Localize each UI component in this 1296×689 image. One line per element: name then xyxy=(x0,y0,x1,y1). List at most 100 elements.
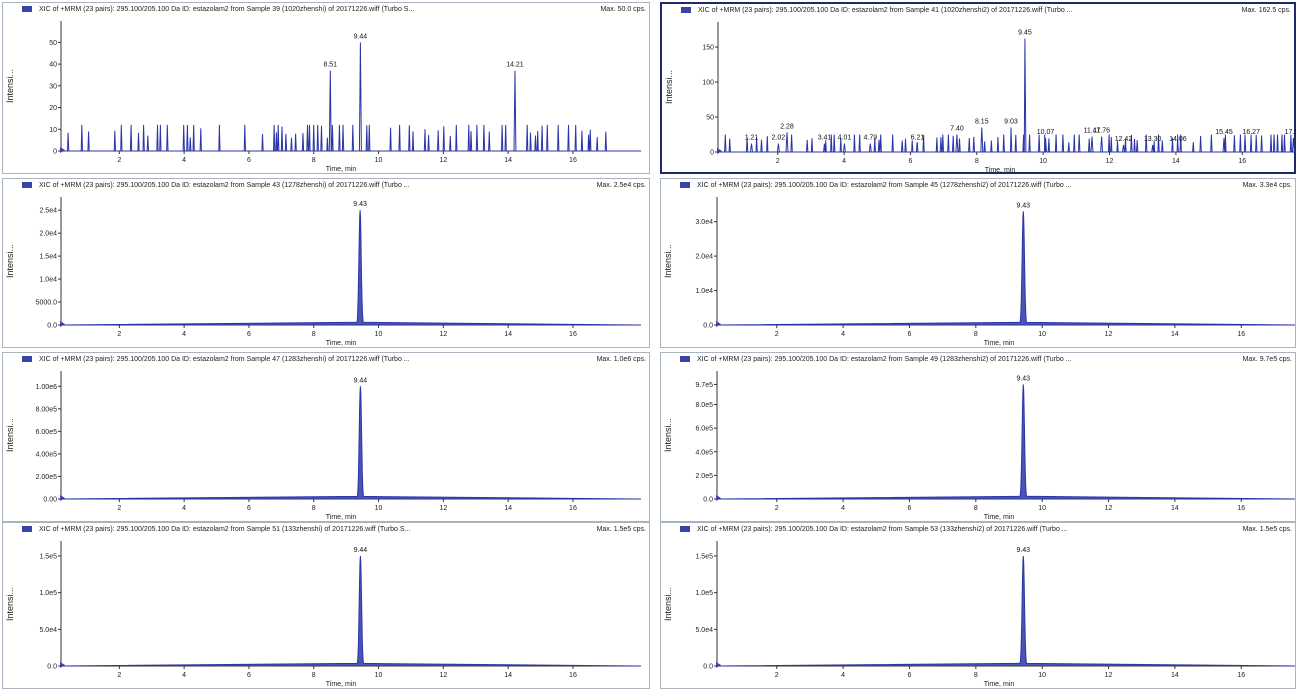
peak-label: 10.07 xyxy=(1037,129,1055,136)
y-tick-label: 3.0e4 xyxy=(695,219,713,226)
x-axis-title: Time, min xyxy=(326,166,357,173)
y-tick-label: 40 xyxy=(49,62,57,69)
x-tick-label: 16 xyxy=(569,672,577,679)
trace-color-marker-icon xyxy=(680,182,690,188)
peak-label: 9.43 xyxy=(1016,375,1030,382)
x-tick-label: 14 xyxy=(1171,672,1179,679)
y-tick-label: 2.5e4 xyxy=(39,208,57,215)
axis-origin-marker-icon xyxy=(60,495,65,501)
panel-header: XIC of +MRM (23 pairs): 295.100/205.100 … xyxy=(661,179,1295,194)
y-tick-label: 4.00e5 xyxy=(36,451,58,458)
x-axis-title: Time, min xyxy=(985,167,1016,174)
y-tick-label: 2.0e4 xyxy=(695,254,713,261)
x-tick-label: 6 xyxy=(247,157,251,164)
panel-header: XIC of +MRM (23 pairs): 295.100/205.100 … xyxy=(3,523,649,538)
panel-header: XIC of +MRM (23 pairs): 295.100/205.100 … xyxy=(661,523,1295,538)
chromatogram-panel-2[interactable]: XIC of +MRM (23 pairs): 295.100/205.100 … xyxy=(660,2,1296,174)
x-tick-label: 2 xyxy=(775,672,779,679)
y-tick-label: 50 xyxy=(706,115,714,122)
peak-label: 9.44 xyxy=(354,377,368,384)
xic-trace-line xyxy=(716,555,1295,667)
y-tick-label: 100 xyxy=(702,80,714,87)
y-tick-label: 4.0e5 xyxy=(695,449,713,456)
x-tick-label: 2 xyxy=(776,158,780,165)
peak-label: 8.15 xyxy=(975,119,989,126)
y-tick-label: 0 xyxy=(53,149,57,156)
peak-label: 9.43 xyxy=(353,201,367,208)
chromatogram-panel-6[interactable]: XIC of +MRM (23 pairs): 295.100/205.100 … xyxy=(660,352,1296,522)
peak-label: 6.21 xyxy=(911,135,925,142)
y-tick-label: 0 xyxy=(710,150,714,157)
peak-area xyxy=(61,386,641,499)
peak-label: 13.30 xyxy=(1144,136,1162,143)
trace-color-marker-icon xyxy=(22,6,32,12)
trace-color-marker-icon xyxy=(680,526,690,532)
x-tick-label: 16 xyxy=(569,157,577,164)
y-tick-label: 1.5e4 xyxy=(39,254,57,261)
panel-title: XIC of +MRM (23 pairs): 295.100/205.100 … xyxy=(39,6,415,13)
chromatogram-plot: 2 4 6 8 10 12 14 16 Time, min 0.0 5000.0 1.0e4 1.5e4… xyxy=(36,197,642,347)
y-tick-label: 0.0 xyxy=(703,664,713,671)
x-tick-label: 2 xyxy=(775,331,779,338)
axis-origin-marker-icon xyxy=(717,148,722,154)
x-tick-label: 8 xyxy=(975,158,979,165)
y-tick-label: 1.5e5 xyxy=(695,554,713,561)
x-tick-label: 8 xyxy=(974,505,978,512)
y-tick-label: 50 xyxy=(49,40,57,47)
chromatogram-panel-4[interactable]: XIC of +MRM (23 pairs): 295.100/205.100 … xyxy=(660,178,1296,348)
axis-origin-marker-icon xyxy=(60,147,65,153)
y-tick-label: 9.7e5 xyxy=(695,382,713,389)
y-tick-label: 1.00e6 xyxy=(36,384,58,391)
x-tick-label: 2 xyxy=(117,505,121,512)
y-tick-label: 0.0 xyxy=(703,497,713,504)
y-tick-label: 30 xyxy=(49,83,57,90)
chromatogram-panel-8[interactable]: XIC of +MRM (23 pairs): 295.100/205.100 … xyxy=(660,522,1296,689)
x-tick-label: 12 xyxy=(1105,672,1113,679)
x-tick-label: 8 xyxy=(974,672,978,679)
peak-label: 11.76 xyxy=(1093,128,1110,135)
x-tick-label: 16 xyxy=(569,331,577,338)
panel-title: XIC of +MRM (23 pairs): 295.100/205.100 … xyxy=(697,526,1068,533)
panel-header: XIC of +MRM (23 pairs): 295.100/205.100 … xyxy=(661,353,1295,368)
y-tick-label: 6.00e5 xyxy=(36,429,58,436)
max-intensity-label: Max. 3.3e4 cps. xyxy=(1242,182,1292,189)
x-tick-label: 4 xyxy=(182,505,186,512)
x-tick-label: 8 xyxy=(974,331,978,338)
chromatogram-panel-3[interactable]: XIC of +MRM (23 pairs): 295.100/205.100 … xyxy=(2,178,650,348)
y-tick-label: 8.00e5 xyxy=(36,406,58,413)
peak-area xyxy=(61,556,641,666)
x-tick-label: 4 xyxy=(841,505,845,512)
x-tick-label: 8 xyxy=(312,505,316,512)
y-tick-label: 8.0e5 xyxy=(695,402,713,409)
panel-header: XIC of +MRM (23 pairs): 295.100/205.100 … xyxy=(3,179,649,194)
x-tick-label: 12 xyxy=(439,331,447,338)
y-tick-label: 2.00e5 xyxy=(36,474,58,481)
chromatogram-panel-5[interactable]: XIC of +MRM (23 pairs): 295.100/205.100 … xyxy=(2,352,650,522)
x-tick-label: 14 xyxy=(1172,158,1180,165)
chromatogram-plot: 2 4 6 8 10 12 14 16 Time, min 0.00 2.00e5 4.00e5 6.0… xyxy=(36,371,642,521)
x-tick-label: 6 xyxy=(908,672,912,679)
x-tick-label: 14 xyxy=(1171,505,1179,512)
x-tick-label: 10 xyxy=(375,331,383,338)
x-tick-label: 16 xyxy=(1237,672,1245,679)
max-intensity-label: Max. 1.0e6 cps. xyxy=(596,356,646,363)
x-tick-label: 4 xyxy=(841,331,845,338)
x-tick-label: 10 xyxy=(1038,331,1046,338)
x-tick-label: 14 xyxy=(1171,331,1179,338)
trace-color-marker-icon xyxy=(22,356,32,362)
xic-trace-line xyxy=(60,555,642,667)
y-tick-label: 10 xyxy=(49,127,57,134)
x-tick-label: 8 xyxy=(312,331,316,338)
chromatogram-panel-1[interactable]: XIC of +MRM (23 pairs): 295.100/205.100 … xyxy=(2,2,650,174)
xic-trace-line xyxy=(716,384,1295,500)
peak-label: 7.40 xyxy=(950,126,964,133)
panel-header: XIC of +MRM (23 pairs): 295.100/205.100 … xyxy=(662,4,1294,19)
axis-origin-marker-icon xyxy=(716,321,721,327)
axis-origin-marker-icon xyxy=(60,321,65,327)
chromatogram-panel-7[interactable]: XIC of +MRM (23 pairs): 295.100/205.100 … xyxy=(2,522,650,689)
max-intensity-label: Max. 50.0 cps. xyxy=(600,6,646,13)
xic-trace-line xyxy=(718,38,1296,153)
x-tick-label: 10 xyxy=(375,672,383,679)
x-tick-label: 2 xyxy=(775,505,779,512)
